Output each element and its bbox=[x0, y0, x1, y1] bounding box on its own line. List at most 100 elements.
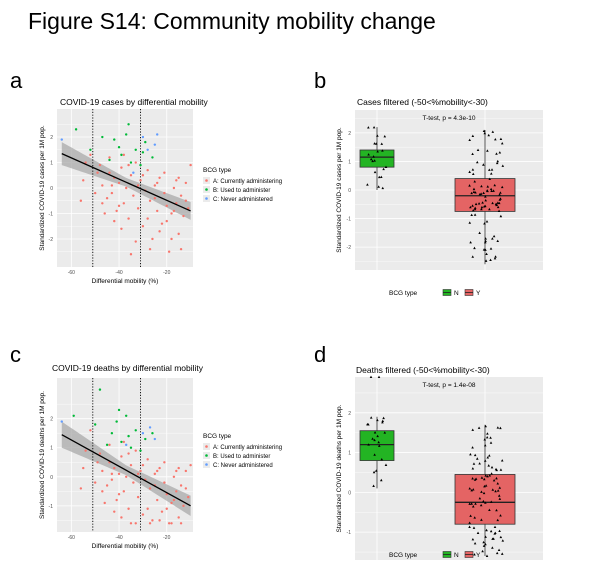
jitter-point bbox=[472, 526, 476, 529]
confidence-ribbon bbox=[61, 421, 191, 517]
y-tick-label: 2 bbox=[50, 135, 53, 141]
data-point bbox=[153, 184, 157, 187]
jitter-point bbox=[482, 540, 485, 544]
data-point bbox=[120, 440, 123, 444]
jitter-point bbox=[492, 478, 496, 482]
jitter-point bbox=[471, 255, 475, 258]
legend-marker bbox=[205, 454, 208, 457]
data-point bbox=[170, 501, 173, 505]
panel-letter-c: c bbox=[10, 342, 21, 367]
y-tick-label: 1 bbox=[348, 451, 351, 457]
data-point bbox=[165, 507, 168, 510]
jitter-point bbox=[468, 221, 472, 224]
data-point bbox=[84, 449, 87, 452]
jitter-point bbox=[474, 202, 478, 206]
jitter-point bbox=[468, 170, 471, 173]
jitter-point bbox=[496, 426, 500, 429]
jitter-point bbox=[374, 469, 378, 472]
jitter-point bbox=[500, 185, 504, 189]
data-point bbox=[89, 148, 92, 151]
test-annotation: T-test, p = 4.3e-10 bbox=[423, 115, 476, 122]
y-tick-label: 2 bbox=[348, 411, 351, 417]
jitter-point bbox=[496, 489, 500, 492]
data-point bbox=[101, 202, 104, 205]
data-point bbox=[153, 196, 157, 200]
legend-label: Y bbox=[476, 552, 481, 559]
data-point bbox=[172, 475, 176, 478]
jitter-point bbox=[475, 457, 479, 460]
jitter-point bbox=[476, 148, 480, 152]
jitter-point bbox=[481, 201, 484, 204]
jitter-point bbox=[484, 535, 487, 538]
legend-label: A: Currently administering bbox=[213, 179, 282, 185]
jitter-point bbox=[469, 514, 472, 517]
jitter-point bbox=[471, 488, 475, 491]
y-tick-label: 0 bbox=[50, 475, 53, 481]
data-point bbox=[82, 466, 85, 470]
data-point bbox=[134, 522, 137, 525]
jitter-point bbox=[484, 237, 487, 240]
data-point bbox=[117, 493, 121, 496]
data-point bbox=[93, 481, 97, 484]
data-point bbox=[156, 469, 159, 473]
jitter-point bbox=[479, 192, 483, 195]
data-point bbox=[115, 420, 118, 423]
jitter-point bbox=[496, 239, 500, 242]
jitter-point bbox=[496, 518, 500, 522]
jitter-point bbox=[377, 175, 381, 179]
data-point bbox=[105, 196, 109, 200]
data-point bbox=[153, 143, 157, 146]
x-tick-label: -60 bbox=[68, 270, 75, 276]
data-point bbox=[120, 516, 123, 519]
data-point bbox=[182, 504, 185, 508]
data-point bbox=[122, 202, 126, 205]
outlier-point bbox=[377, 375, 381, 378]
jitter-point bbox=[496, 201, 500, 204]
jitter-point bbox=[486, 149, 489, 152]
jitter-point bbox=[372, 484, 375, 487]
jitter-point bbox=[499, 191, 502, 194]
data-point bbox=[141, 513, 145, 516]
jitter-point bbox=[471, 446, 474, 449]
data-point bbox=[146, 217, 149, 220]
data-point bbox=[184, 181, 188, 185]
data-point bbox=[134, 449, 137, 452]
data-point bbox=[117, 181, 121, 185]
jitter-point bbox=[468, 184, 471, 187]
jitter-point bbox=[481, 549, 484, 553]
data-point bbox=[156, 181, 159, 185]
jitter-point bbox=[480, 207, 483, 211]
data-point bbox=[113, 138, 116, 141]
jitter-point bbox=[383, 134, 387, 138]
jitter-point bbox=[381, 186, 385, 190]
data-point bbox=[82, 179, 85, 182]
data-point bbox=[158, 176, 161, 180]
data-point bbox=[175, 490, 178, 493]
legend-label: A: Currently administering bbox=[213, 445, 282, 451]
data-point bbox=[122, 153, 126, 157]
jitter-point bbox=[468, 138, 471, 142]
data-point bbox=[156, 133, 159, 136]
jitter-point bbox=[382, 416, 385, 420]
jitter-point bbox=[482, 191, 485, 194]
legend-marker bbox=[205, 179, 208, 182]
scatter-chart-deaths: -1 0 1 2 -60 -40 -20 Differential mobility (%) S… bbox=[39, 378, 282, 550]
jitter-point bbox=[494, 138, 497, 141]
jitter-point bbox=[495, 203, 499, 206]
chart-title-a: COVID-19 cases by differential mobility bbox=[60, 97, 208, 107]
data-point bbox=[98, 388, 102, 391]
y-tick-label: 2 bbox=[50, 417, 53, 423]
jitter-point bbox=[488, 474, 492, 477]
y-tick-label: 1 bbox=[348, 159, 351, 165]
y-tick-label: -2 bbox=[347, 245, 352, 251]
jitter-point bbox=[380, 457, 384, 461]
data-point bbox=[129, 446, 133, 449]
jitter-point bbox=[472, 187, 476, 191]
jitter-point bbox=[469, 240, 472, 244]
data-point bbox=[141, 135, 145, 139]
data-point bbox=[151, 432, 154, 435]
jitter-point bbox=[489, 500, 493, 503]
jitter-point bbox=[376, 134, 379, 137]
jitter-point bbox=[475, 160, 479, 164]
data-point bbox=[134, 161, 137, 164]
